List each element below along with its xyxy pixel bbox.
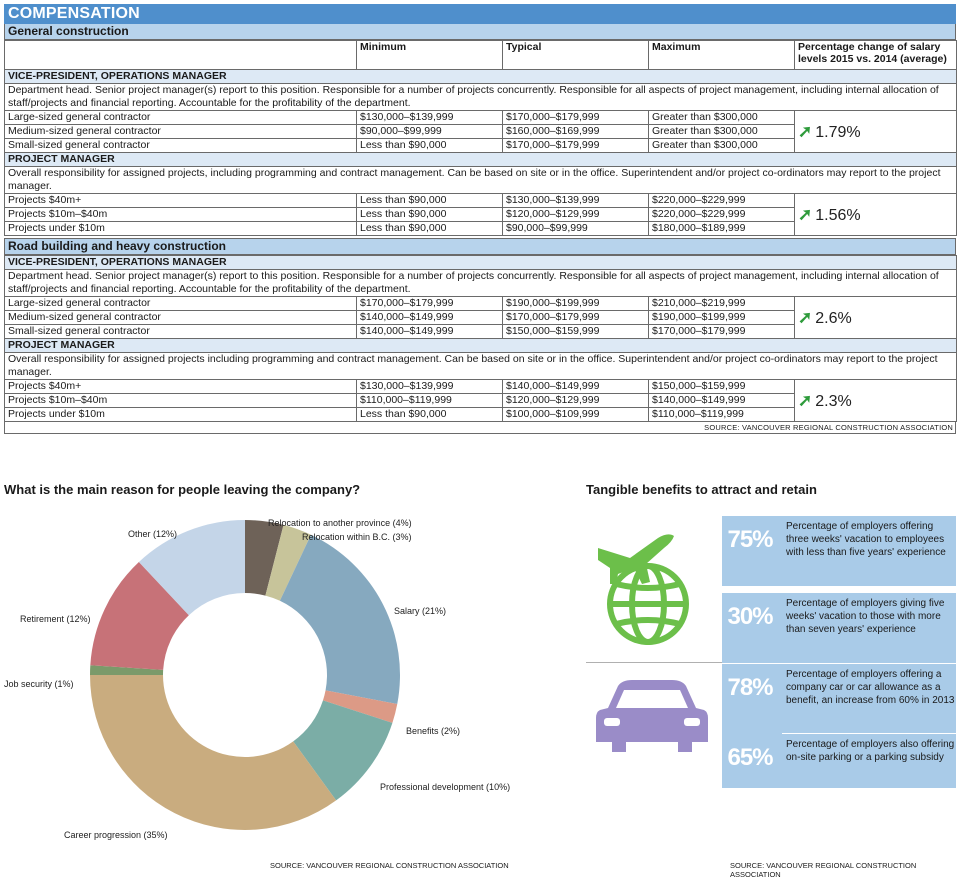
slice-label: Professional development (10%)	[380, 782, 510, 792]
role-title: PROJECT MANAGER	[3, 338, 958, 353]
benefit-item: 30% Percentage of employers giving five …	[722, 593, 956, 663]
pie-slice	[90, 665, 164, 675]
role-description: Department head. Senior project manager(…	[4, 83, 957, 111]
section-general-title: General construction	[4, 24, 956, 40]
table-row: Medium-sized general contractor $90,000–…	[4, 124, 957, 139]
benefit-item: 78% Percentage of employers offering a c…	[722, 664, 956, 734]
road-table: VICE-PRESIDENT, OPERATIONS MANAGER Depar…	[3, 255, 958, 422]
col-minimum: Minimum	[356, 40, 503, 70]
pie-slice	[90, 562, 189, 670]
role-title: VICE-PRESIDENT, OPERATIONS MANAGER	[3, 255, 958, 270]
general-table: Minimum Typical Maximum Percentage chang…	[4, 40, 957, 236]
slice-label: Career progression (35%)	[64, 830, 168, 840]
role-title: PROJECT MANAGER	[4, 152, 957, 167]
benefit-value: 78%	[727, 674, 773, 701]
pie-slice	[279, 534, 400, 705]
up-arrow-icon: ➚	[798, 204, 813, 224]
table-row: Projects $10m–$40m Less than $90,000 $12…	[4, 207, 957, 222]
section-road-title: Road building and heavy construction	[4, 238, 956, 255]
plane-globe-icon	[598, 534, 689, 645]
slice-label: Other (12%)	[128, 529, 177, 539]
slice-label: Benefits (2%)	[406, 726, 460, 736]
benefit-item: 75% Percentage of employers offering thr…	[722, 516, 956, 586]
slice-label: Relocation within B.C. (3%)	[302, 532, 412, 542]
table-row: Small-sized general contractor $140,000–…	[4, 324, 957, 339]
slice-label: Salary (21%)	[394, 606, 446, 616]
pie-slice	[89, 675, 337, 830]
role-description: Department head. Senior project manager(…	[3, 269, 958, 297]
compensation-table-area: COMPENSATION General construction Minimu…	[3, 4, 958, 434]
chart-source: SOURCE: VANCOUVER REGIONAL CONSTRUCTION …	[270, 861, 509, 870]
role-description: Overall responsibility for assigned proj…	[4, 166, 957, 194]
slice-label: Retirement (12%)	[20, 614, 91, 624]
pie-slice	[138, 520, 245, 616]
pct-change: ➚ 1.56%	[794, 193, 957, 236]
col-maximum: Maximum	[648, 40, 795, 70]
table-row: Large-sized general contractor $130,000–…	[4, 110, 957, 153]
compensation-banner: COMPENSATION	[4, 4, 956, 24]
table-row: Large-sized general contractor $170,000–…	[4, 296, 958, 339]
benefit-text: Percentage of employers also offering on…	[786, 739, 955, 763]
benefits-source: SOURCE: VANCOUVER REGIONAL CONSTRUCTION …	[730, 861, 917, 879]
chart-title: What is the main reason for people leavi…	[4, 482, 361, 497]
pie-slice	[293, 700, 393, 801]
benefit-item: 65% Percentage of employers also offerin…	[722, 734, 956, 788]
slice-label: Job security (1%)	[4, 679, 74, 689]
donut-chart: Relocation to another province (4%) Reloc…	[4, 518, 510, 840]
benefit-value: 65%	[727, 744, 773, 771]
slice-label: Relocation to another province (4%)	[268, 518, 412, 528]
table-row: Medium-sized general contractor $140,000…	[4, 310, 957, 325]
table-row: Projects $40m+ Less than $90,000 $130,00…	[4, 193, 957, 236]
pie-slice	[322, 690, 398, 723]
table-row: Projects $40m+ $130,000–$139,999 $140,00…	[4, 379, 958, 422]
up-arrow-icon: ➚	[798, 307, 813, 327]
pct-change: ➚ 2.3%	[793, 379, 958, 422]
benefit-text: Percentage of employers offering three w…	[786, 521, 946, 558]
benefits-title: Tangible benefits to attract and retain	[586, 482, 817, 497]
role-description: Overall responsibility for assigned proj…	[3, 352, 958, 380]
col-pct: Percentage change of salary levels 2015 …	[794, 40, 957, 70]
pct-change: ➚ 2.6%	[793, 296, 958, 339]
benefit-value: 30%	[727, 603, 773, 630]
car-icon	[596, 680, 708, 752]
table-source: SOURCE: VANCOUVER REGIONAL CONSTRUCTION …	[4, 422, 956, 434]
pie-slice	[245, 520, 284, 596]
benefit-text: Percentage of employers giving five week…	[786, 598, 945, 635]
table-row: Projects under $10m Less than $90,000 $9…	[4, 221, 957, 236]
up-arrow-icon: ➚	[798, 390, 813, 410]
pie-slice	[265, 524, 311, 601]
pct-change: ➚ 1.79%	[794, 110, 957, 153]
table-row: Projects under $10m Less than $90,000 $1…	[4, 407, 957, 422]
up-arrow-icon: ➚	[798, 121, 813, 141]
col-typical: Typical	[502, 40, 649, 70]
benefit-value: 75%	[727, 526, 773, 553]
benefit-text: Percentage of employers offering a compa…	[786, 669, 955, 706]
role-title: VICE-PRESIDENT, OPERATIONS MANAGER	[4, 69, 957, 84]
